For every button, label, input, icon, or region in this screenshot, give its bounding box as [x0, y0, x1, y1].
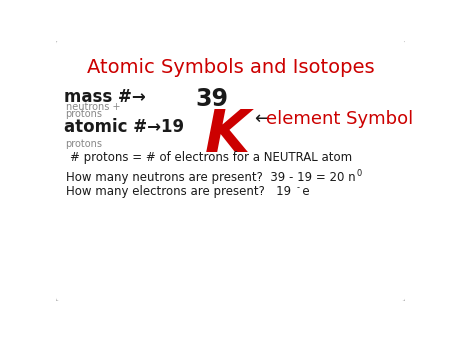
Text: protons: protons — [66, 109, 103, 119]
Text: K: K — [205, 107, 250, 164]
Text: neutrons +: neutrons + — [66, 102, 120, 112]
Text: -: - — [297, 183, 300, 192]
Text: element Symbol: element Symbol — [266, 110, 413, 128]
Text: protons: protons — [66, 139, 103, 149]
Text: mass #→: mass #→ — [64, 88, 146, 106]
Text: Atomic Symbols and Isotopes: Atomic Symbols and Isotopes — [87, 58, 374, 77]
Text: How many electrons are present?   19   e: How many electrons are present? 19 e — [66, 185, 309, 198]
FancyBboxPatch shape — [55, 39, 406, 303]
Text: 0: 0 — [356, 169, 361, 178]
Text: 39: 39 — [196, 87, 229, 111]
Text: # protons = # of electrons for a NEUTRAL atom: # protons = # of electrons for a NEUTRAL… — [70, 151, 352, 164]
Text: atomic #→19: atomic #→19 — [64, 118, 184, 136]
Text: How many neutrons are present?  39 - 19 = 20 n: How many neutrons are present? 39 - 19 =… — [66, 171, 355, 185]
Text: ←: ← — [254, 110, 269, 128]
